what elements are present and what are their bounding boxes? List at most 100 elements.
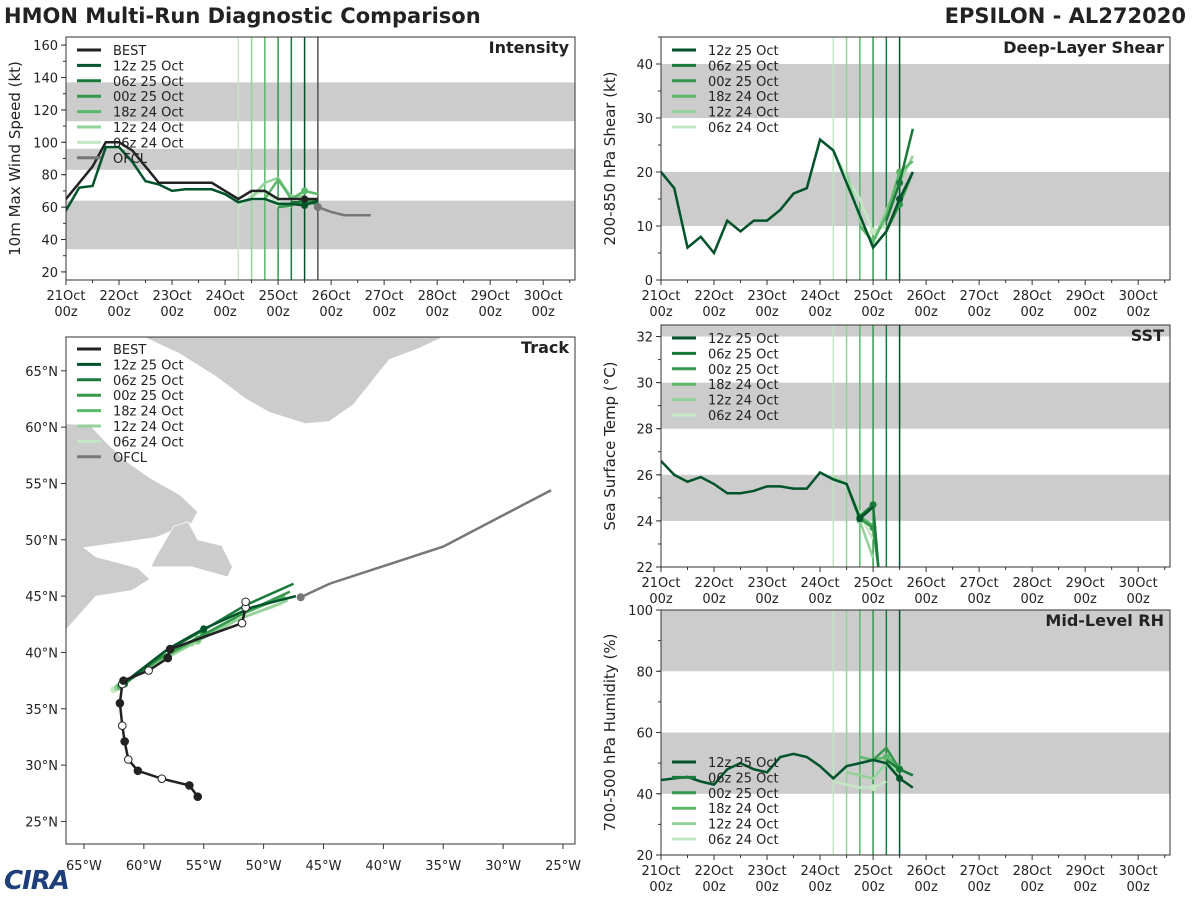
intensity-ofcl-point [313, 203, 322, 212]
rh-band [661, 610, 1170, 672]
track-ytick-label: 45°N [25, 590, 58, 605]
track-legend-label: OFCL [113, 451, 148, 466]
intensity-legend-label: OFCL [113, 152, 148, 167]
intensity-xtick-hour: 00z [160, 305, 184, 320]
land-mass [150, 521, 233, 578]
shear-panel: 01020304021Oct00z22Oct00z23Oct00z24Oct00… [601, 36, 1171, 320]
intensity-xtick-hour: 00z [532, 305, 556, 320]
rh-xtick-day: 27Oct [960, 864, 999, 879]
intensity-best-point [301, 195, 309, 203]
track-legend-label: 12z 25 Oct [113, 358, 184, 373]
track-best-point [157, 774, 167, 783]
sst-ytick-label: 32 [636, 331, 653, 346]
track-ytick-label: 55°N [25, 477, 58, 492]
shear-xtick-day: 22Oct [695, 289, 734, 304]
track-land-group [66, 337, 444, 631]
track-ofcl-point [296, 593, 305, 602]
shear-frame [660, 36, 1171, 281]
rh-xtick-day: 28Oct [1013, 864, 1052, 879]
intensity-legend-label: BEST [113, 44, 146, 59]
track-best-point [163, 653, 173, 663]
track-best-point [123, 755, 133, 764]
intensity-point [301, 187, 309, 195]
sst-xtick-hour: 00z [967, 592, 991, 607]
shear-point [896, 179, 904, 187]
shear-legend-label: 06z 25 Oct [708, 59, 779, 74]
intensity-xtick-hour: 00z [266, 305, 290, 320]
track-best-point [193, 792, 203, 801]
shear-xtick-hour: 00z [1127, 305, 1151, 320]
sst-xtick-hour: 00z [1073, 592, 1097, 607]
rh-series-06z-24-Oct [833, 780, 887, 789]
track-best-point [185, 781, 194, 790]
sst-xtick-day: 26Oct [907, 576, 946, 591]
intensity-band [66, 148, 575, 170]
rh-band [661, 732, 1170, 794]
intensity-ytick-label: 60 [41, 201, 58, 216]
intensity-xtick-day: 28Oct [418, 289, 457, 304]
track-ytick-label: 30°N [25, 759, 58, 774]
shear-legend-label: 06z 24 Oct [708, 121, 779, 136]
sst-xtick-day: 24Oct [801, 576, 840, 591]
track-legend-label: 06z 25 Oct [113, 374, 184, 389]
rh-point [882, 753, 890, 761]
sst-xtick-hour: 00z [755, 592, 779, 607]
intensity-panel: 2040608010012014016021Oct00z22Oct00z23Oc… [6, 36, 576, 320]
track-ytick-label: 40°N [25, 646, 58, 661]
rh-legend-label: 12z 25 Oct [708, 756, 779, 771]
sst-xtick-day: 29Oct [1066, 576, 1105, 591]
sst-legend-label: 12z 25 Oct [708, 332, 779, 347]
shear-series-12z-25-Oct [661, 137, 914, 256]
rh-xtick-day: 21Oct [641, 864, 680, 879]
track-ytick-label: 50°N [25, 534, 58, 549]
shear-legend-label: 12z 25 Oct [708, 44, 779, 59]
intensity-ytick-label: 80 [41, 169, 58, 184]
track-legend-label: 06z 24 Oct [113, 435, 184, 450]
track-legend-label: 12z 24 Oct [113, 420, 184, 435]
intensity-legend-label: 00z 25 Oct [113, 90, 184, 105]
rh-xtick-hour: 00z [808, 880, 832, 895]
rh-xtick-hour: 00z [755, 880, 779, 895]
intensity-legend-label: 18z 24 Oct [113, 106, 184, 121]
intensity-xtick-hour: 00z [372, 305, 396, 320]
shear-xtick-hour: 00z [755, 305, 779, 320]
track-series-best [118, 601, 247, 798]
shear-xtick-hour: 00z [808, 305, 832, 320]
sst-ylabel: Sea Surface Temp (°C) [601, 361, 619, 530]
shear-ylabel: 200-850 hPa Shear (kt) [601, 72, 619, 246]
rh-xtick-hour: 00z [649, 880, 673, 895]
intensity-ytick-label: 160 [33, 39, 58, 54]
sst-ytick-label: 28 [636, 423, 653, 438]
sst-xtick-hour: 00z [914, 592, 938, 607]
intensity-legend-label: 12z 24 Oct [113, 121, 184, 136]
sst-legend-label: 06z 24 Oct [708, 409, 779, 424]
intensity-xtick-hour: 00z [213, 305, 237, 320]
land-mass [143, 337, 444, 425]
shear-title: Deep-Layer Shear [1003, 38, 1164, 57]
rh-ytick-label: 80 [636, 665, 653, 680]
main-title: HMON Multi-Run Diagnostic Comparison [4, 4, 481, 28]
cira-logo: CIRA [4, 866, 70, 896]
track-legend-label: 18z 24 Oct [113, 405, 184, 420]
track-series-06z-24-Oct [113, 602, 282, 691]
rh-series-group [661, 745, 914, 792]
shear-legend-label: 12z 24 Oct [708, 106, 779, 121]
intensity-xtick-hour: 00z [478, 305, 502, 320]
sst-xtick-day: 28Oct [1013, 576, 1052, 591]
intensity-xtick-day: 27Oct [365, 289, 404, 304]
shear-point [896, 195, 904, 203]
sst-ytick-label: 22 [636, 561, 653, 576]
intensity-legend-label: 12z 25 Oct [113, 59, 184, 74]
shear-xtick-day: 21Oct [641, 289, 680, 304]
rh-ytick-label: 100 [628, 604, 653, 619]
rh-ytick-label: 60 [636, 727, 653, 742]
intensity-ytick-label: 140 [33, 72, 58, 87]
rh-xtick-hour: 00z [1020, 880, 1044, 895]
rh-xtick-day: 22Oct [695, 864, 734, 879]
track-ytick-label: 65°N [25, 365, 58, 380]
rh-ytick-label: 20 [636, 849, 653, 864]
track-xtick-label: 65°W [66, 859, 102, 874]
intensity-series-ofcl [317, 205, 371, 217]
track-best-point [119, 676, 128, 685]
track-series-group [110, 489, 552, 801]
